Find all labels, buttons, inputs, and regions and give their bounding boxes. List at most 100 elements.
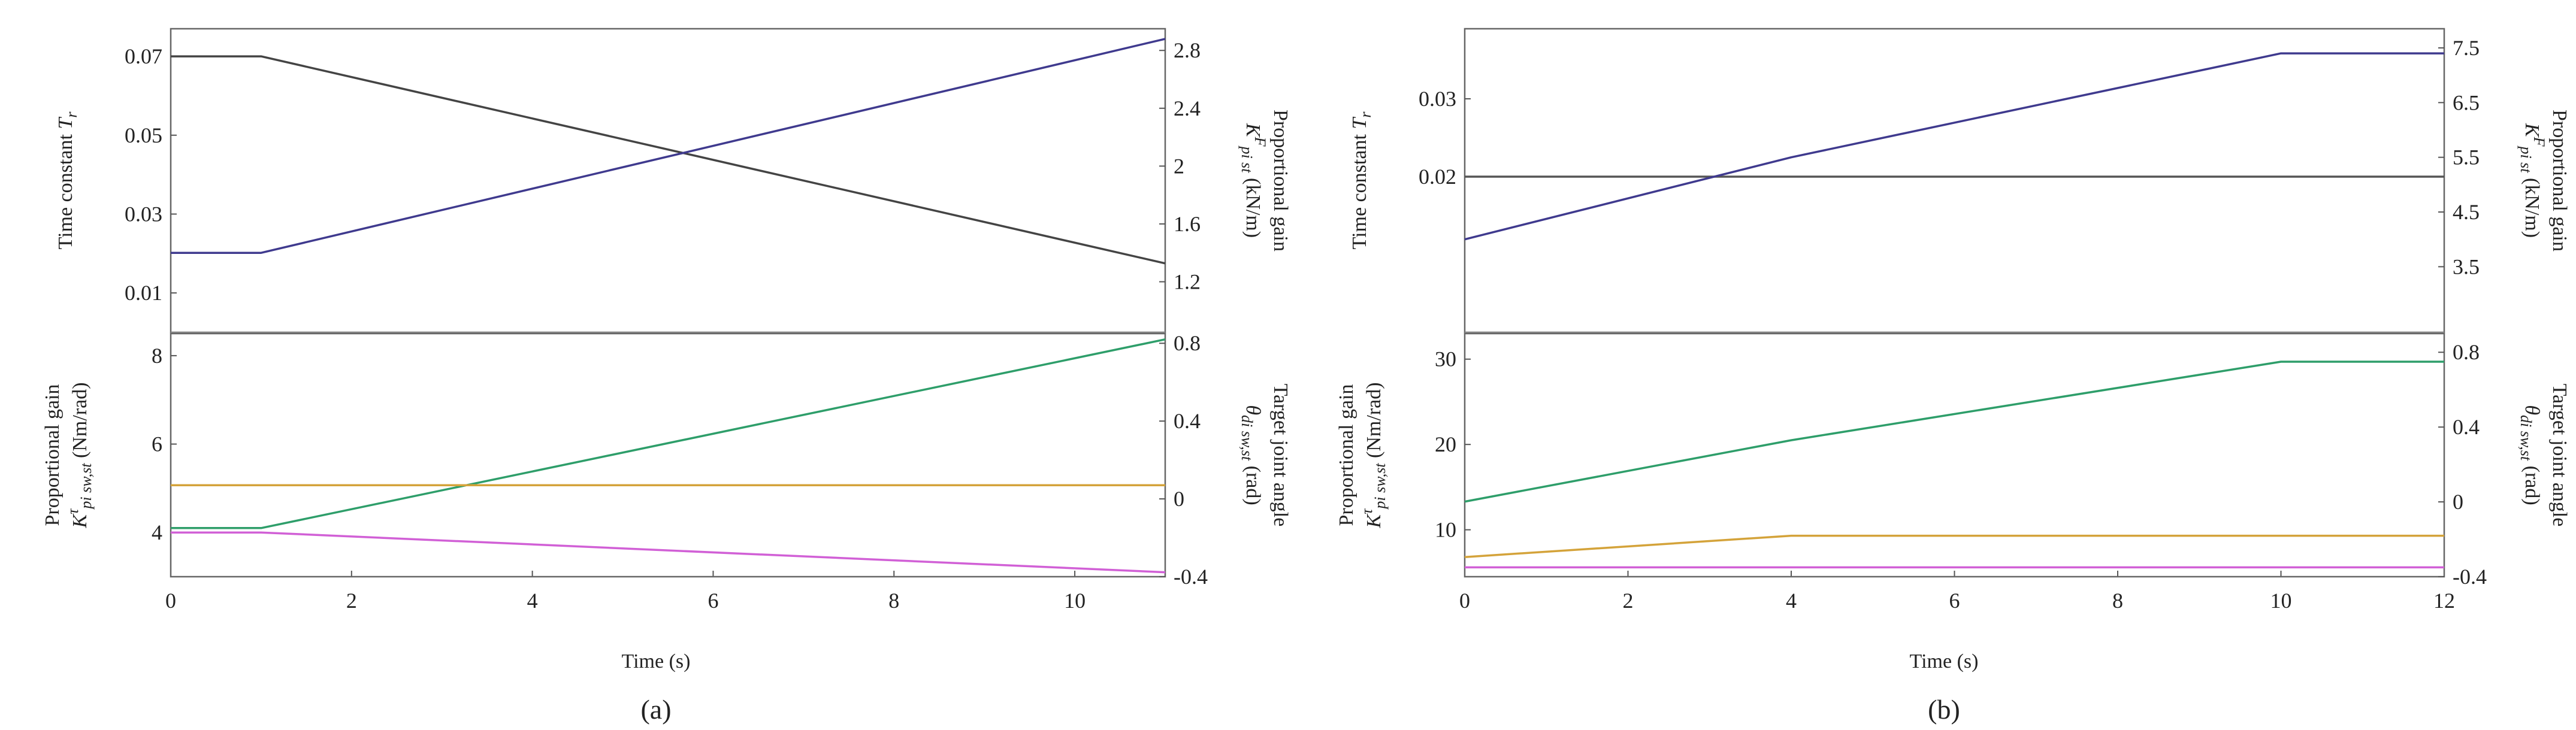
left-tick-label: 0.01 xyxy=(125,281,162,305)
left-axis-label-part: Time constant xyxy=(55,129,77,250)
left-axis-label: Time constant Tr xyxy=(1349,111,1374,250)
right-axis-label-part: Target joint angle xyxy=(2548,384,2571,527)
series-line-0 xyxy=(171,338,1166,529)
x-tick-label: 12 xyxy=(2433,589,2455,613)
right-tick-label: 5.5 xyxy=(2453,146,2480,169)
figure-caption: (a) xyxy=(640,694,671,725)
series-line-1 xyxy=(1464,52,2444,241)
left-axis-label: Time constant Tr xyxy=(55,111,80,250)
left-axis-label-part: T xyxy=(1349,117,1371,129)
chart-a: 0 2 4 6 8 10 Time (s) (a) 0.01 0.03 0.05 0.07 1.2 1.6… xyxy=(41,28,1292,725)
right-tick-label: -0.4 xyxy=(1174,565,1208,589)
x-tick-label: 6 xyxy=(1949,589,1960,613)
left-axis-label-part: τ xyxy=(1358,508,1375,514)
left-axis-label-part: K xyxy=(69,513,91,529)
x-tick-label: 6 xyxy=(708,589,718,613)
left-axis-label-part: K xyxy=(1363,513,1385,529)
left-axis-label-part: Time constant xyxy=(1349,129,1371,250)
right-axis-label-part: F xyxy=(1251,137,1269,147)
series-line-0 xyxy=(1464,361,2444,503)
x-tick-label: 0 xyxy=(1459,589,1470,613)
panel-frame xyxy=(1464,332,2445,578)
left-axis-label-part: T xyxy=(55,117,77,129)
left-axis-label: Proportional gain Kτpi sw,st (Nm/rad) xyxy=(1335,382,1389,528)
right-tick-label: 2.8 xyxy=(1174,38,1201,62)
left-axis-label-part: τ xyxy=(64,508,81,514)
panel-bottom: 4 6 8 -0.4 0 0.4 0.8 Proportional gain Kτpi sw,s… xyxy=(41,331,1292,589)
left-axis-label-part: r xyxy=(63,111,80,118)
x-tick-label: 0 xyxy=(165,589,176,613)
right-tick-label: 6.5 xyxy=(2453,90,2480,114)
panel-bottom: 10 20 30 -0.4 0 0.4 0.8 Proportional gain Kτpi s… xyxy=(1335,332,2571,589)
right-tick-label: 1.6 xyxy=(1174,212,1201,236)
figure-caption: (b) xyxy=(1928,694,1960,725)
right-axis-label-part: Proportional gain xyxy=(1269,110,1292,252)
right-axis-label: Target joint angle θdi sw,st (rad) xyxy=(1238,384,1292,527)
left-tick-label: 20 xyxy=(1435,432,1456,456)
panel-frame xyxy=(1464,28,2445,334)
right-tick-label: 2 xyxy=(1174,154,1184,178)
left-tick-label: 6 xyxy=(152,432,162,456)
right-axis-label-part: Target joint angle xyxy=(1269,384,1292,527)
left-tick-label: 0.03 xyxy=(125,202,162,226)
x-tick-label: 2 xyxy=(346,589,357,613)
right-tick-label: 0 xyxy=(1174,487,1184,511)
right-axis-label-part: θ xyxy=(2521,405,2543,415)
right-axis-label: Target joint angle θdi sw,st (rad) xyxy=(2517,384,2571,527)
left-tick-label: 4 xyxy=(152,520,162,544)
left-axis-label-part: r xyxy=(1357,111,1374,118)
panel-frame xyxy=(170,332,1166,578)
panel-top: 0.01 0.03 0.05 0.07 1.2 1.6 2 2.4 2.8 Time consta… xyxy=(55,28,1292,334)
left-tick-label: 0.03 xyxy=(1419,87,1456,111)
right-axis-label: Proportional gain KFpi st (kN/m) xyxy=(1238,110,1292,252)
left-axis-label-part: pi sw,st xyxy=(77,463,95,510)
right-tick-label: 2.4 xyxy=(1174,96,1201,120)
right-tick-label: 0.4 xyxy=(2453,415,2480,439)
right-axis-label-part: Proportional gain xyxy=(2548,110,2571,252)
panel-top: 0.02 0.03 3.5 4.5 5.5 6.5 7.5 Time constant Tr P… xyxy=(1349,28,2571,334)
right-tick-label: 4.5 xyxy=(2453,200,2480,224)
right-tick-label: 7.5 xyxy=(2453,36,2480,60)
series-line-2 xyxy=(171,531,1166,574)
x-tick-label: 8 xyxy=(2112,589,2123,613)
series-line-1 xyxy=(1464,534,2444,558)
x-tick-label: 10 xyxy=(2270,589,2292,613)
right-axis-label-part: pi st xyxy=(1238,145,1256,173)
left-tick-label: 10 xyxy=(1435,518,1456,542)
series-line-1 xyxy=(171,38,1166,254)
right-axis-label-part: K xyxy=(2521,123,2543,138)
right-tick-label: 3.5 xyxy=(2453,255,2480,278)
right-tick-label: -0.4 xyxy=(2453,565,2487,589)
x-tick-label: 4 xyxy=(527,589,538,613)
right-axis-label-part: (kN/m) xyxy=(1242,173,1264,238)
right-tick-label: 1.2 xyxy=(1174,270,1201,294)
x-tick-label: 10 xyxy=(1064,589,1086,613)
right-axis-label-part: K xyxy=(1242,123,1264,138)
right-tick-label: 0 xyxy=(2453,490,2463,514)
x-axis-label: Time (s) xyxy=(1910,650,1979,673)
left-tick-label: 0.02 xyxy=(1419,165,1456,189)
left-tick-label: 0.05 xyxy=(125,123,162,147)
right-tick-label: 0.4 xyxy=(1174,409,1201,433)
left-axis-label-part: Proportional gain xyxy=(41,384,64,526)
left-axis-label-part: (Nm/rad) xyxy=(69,382,91,463)
left-axis-label-part: Proportional gain xyxy=(1335,384,1357,526)
left-tick-label: 0.07 xyxy=(125,44,162,68)
right-axis-label-part: di sw,st xyxy=(2517,415,2535,461)
x-tick-label: 4 xyxy=(1786,589,1797,613)
right-axis-label-part: di sw,st xyxy=(1238,415,1256,461)
right-tick-label: 0.8 xyxy=(2453,340,2480,364)
right-tick-label: 0.8 xyxy=(1174,331,1201,355)
right-axis-label-part: θ xyxy=(1242,405,1264,415)
right-axis-label-part: (rad) xyxy=(1242,461,1264,505)
chart-b: 0 2 4 6 8 10 12 Time (s) (b) 0.02 0.03 3.5 4.5 5.5 6.5… xyxy=(1335,28,2571,725)
left-axis-label: Proportional gain Kτpi sw,st (Nm/rad) xyxy=(41,382,95,528)
right-axis-label-part: F xyxy=(2530,137,2548,147)
right-axis-label: Proportional gain KFpi st (kN/m) xyxy=(2517,110,2571,252)
right-axis-label-part: (rad) xyxy=(2521,461,2543,505)
right-axis-label-part: pi st xyxy=(2517,145,2535,173)
x-tick-label: 8 xyxy=(888,589,899,613)
x-axis-label: Time (s) xyxy=(622,650,691,673)
left-tick-label: 8 xyxy=(152,344,162,368)
